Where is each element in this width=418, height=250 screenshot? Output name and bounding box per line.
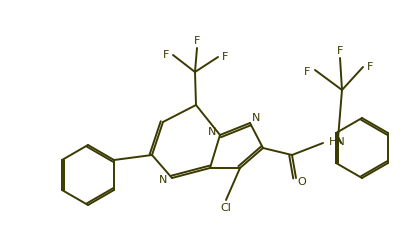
Text: N: N (158, 175, 167, 185)
Text: F: F (194, 36, 200, 46)
Text: F: F (337, 46, 343, 56)
Text: F: F (304, 67, 310, 77)
Text: F: F (367, 62, 373, 72)
Text: F: F (163, 50, 169, 60)
Text: Cl: Cl (221, 203, 232, 213)
Text: HN: HN (329, 137, 346, 147)
Text: N: N (252, 113, 260, 123)
Text: N: N (208, 127, 216, 137)
Text: O: O (298, 177, 306, 187)
Text: F: F (222, 52, 228, 62)
